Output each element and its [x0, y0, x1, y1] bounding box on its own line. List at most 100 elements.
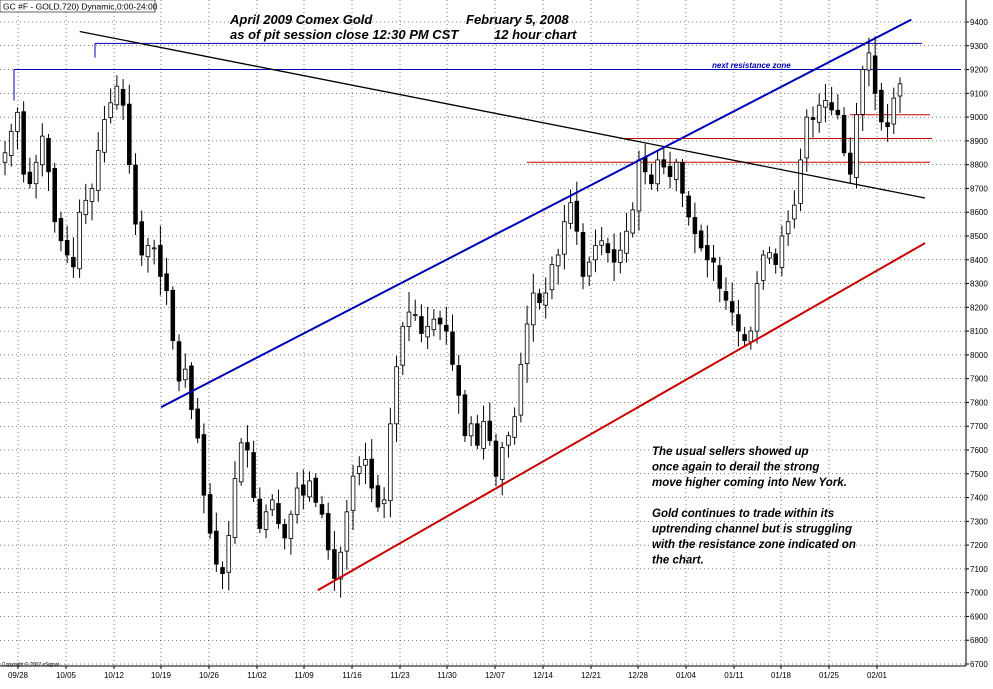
candle-down [313, 477, 319, 503]
x-tick-label: 09/28 [8, 671, 29, 680]
y-tick-label: 8200 [970, 303, 988, 312]
y-tick-label: 7600 [970, 446, 988, 455]
candle-down [574, 200, 580, 232]
candle-up [350, 475, 356, 511]
candle-down [698, 230, 704, 249]
candle-up [860, 69, 865, 115]
candle-up [636, 159, 642, 212]
y-tick-label: 6900 [970, 612, 988, 621]
upper-channel [160, 18, 912, 409]
x-tick-label: 10/26 [199, 671, 220, 680]
trendlines [79, 18, 926, 592]
candle-up [655, 159, 660, 185]
candle-up [543, 292, 548, 306]
candle-down [686, 195, 691, 218]
y-tick-label: 6700 [970, 660, 988, 669]
candle-up [568, 202, 573, 224]
candle-up [2, 152, 8, 163]
x-tick-label: 01/11 [724, 671, 744, 680]
x-tick-label: 02/01 [867, 671, 888, 680]
x-tick-label: 12/14 [533, 671, 554, 680]
candle-down [319, 504, 325, 515]
candle-up [412, 314, 418, 316]
x-tick-label: 12/21 [581, 671, 602, 680]
symbol-label: GC #F - GOLD,720) Dynamic,0:00-24:00 [3, 2, 158, 12]
chart-subtitle: as of pit session close 12:30 PM CST [230, 27, 459, 42]
candle-down [21, 111, 26, 175]
candle-down [736, 314, 741, 332]
candle-down [120, 89, 126, 106]
candle-down [176, 341, 182, 382]
candle-down [642, 157, 648, 173]
candle-down [872, 55, 878, 94]
x-tick-label: 11/30 [437, 671, 457, 680]
candle-down [369, 458, 374, 489]
candle-down [195, 408, 200, 439]
candle-down [71, 256, 76, 268]
candle-down [158, 244, 163, 277]
candle-down [375, 485, 381, 508]
y-tick-label: 9100 [970, 89, 988, 98]
x-tick-label: 11/23 [390, 671, 410, 680]
candle-up [338, 551, 343, 580]
candle-up [816, 104, 822, 123]
candle-down [829, 102, 834, 111]
candle-up [108, 102, 113, 119]
candle-up [232, 478, 238, 538]
candle-down [487, 420, 493, 441]
y-tick-label: 7900 [970, 375, 988, 384]
x-tick-label: 11/09 [294, 671, 314, 680]
candle-up [114, 85, 120, 106]
candle-up [83, 199, 89, 216]
candle-down [207, 494, 213, 534]
y-tick-label: 7700 [970, 422, 988, 431]
candle-up [8, 130, 14, 156]
candle-down [742, 334, 747, 342]
candle-up [363, 459, 368, 466]
candle-down [58, 218, 64, 242]
candle-down [580, 232, 586, 277]
candle-up [89, 188, 95, 202]
candle-down [848, 152, 853, 175]
lower-channel [317, 242, 926, 592]
candle-down [437, 317, 443, 325]
y-tick-label: 7500 [970, 470, 988, 479]
y-tick-label: 9000 [970, 113, 988, 122]
annotation-line: with the resistance zone indicated on [652, 539, 856, 551]
y-tick-label: 7400 [970, 494, 988, 503]
candle-down [661, 159, 667, 168]
candle-up [804, 116, 810, 159]
annotation-line: the chart. [652, 555, 704, 567]
copyright-label: Copyright © 2007 eSignal [2, 661, 59, 668]
candle-down [462, 394, 468, 437]
candle-up [294, 487, 300, 515]
candle-up [95, 149, 101, 191]
candle-up [238, 442, 244, 483]
candle-up [400, 325, 406, 366]
candle-up [506, 435, 511, 446]
candle-down [605, 243, 611, 254]
candle-up [269, 499, 275, 511]
candle-up [754, 283, 760, 332]
candle-up [891, 97, 897, 125]
candle-up [381, 499, 387, 505]
candle-down [773, 253, 778, 265]
candle-down [276, 503, 281, 525]
candle-up [562, 221, 567, 255]
candle-down [220, 567, 225, 575]
grid [0, 0, 966, 666]
candle-down [257, 498, 263, 529]
candle-down [680, 162, 685, 194]
candle-down [611, 249, 617, 263]
x-tick-label: 11/16 [342, 671, 362, 680]
candle-down [444, 324, 449, 332]
x-tick-label: 01/18 [771, 671, 792, 680]
candle-down [325, 513, 331, 551]
candle-up [33, 161, 39, 185]
candle-down [164, 273, 169, 292]
candle-up [431, 318, 437, 331]
candle-up [518, 363, 524, 416]
candle-up [866, 52, 872, 71]
